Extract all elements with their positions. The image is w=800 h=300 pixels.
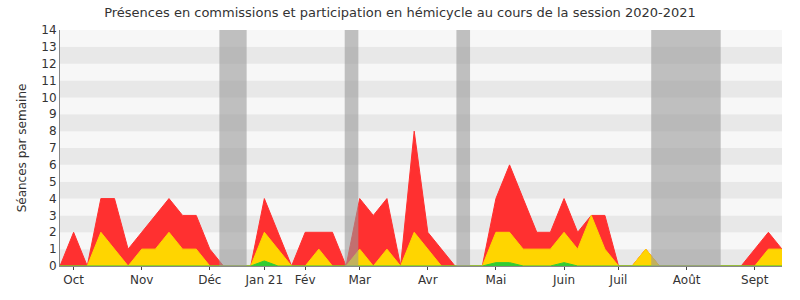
svg-text:Mar: Mar bbox=[348, 273, 371, 287]
svg-text:12: 12 bbox=[41, 57, 56, 71]
svg-text:13: 13 bbox=[41, 40, 56, 54]
svg-text:Présences en commissions et pa: Présences en commissions et participatio… bbox=[104, 5, 696, 20]
svg-text:Juil: Juil bbox=[609, 273, 628, 287]
svg-text:0: 0 bbox=[49, 259, 57, 273]
svg-text:Jan 21: Jan 21 bbox=[245, 273, 284, 287]
svg-text:4: 4 bbox=[49, 192, 57, 206]
svg-text:14: 14 bbox=[41, 23, 56, 37]
svg-text:7: 7 bbox=[49, 141, 57, 155]
svg-text:3: 3 bbox=[49, 209, 57, 223]
svg-text:Juin: Juin bbox=[552, 273, 575, 287]
svg-text:2: 2 bbox=[49, 225, 57, 239]
svg-text:Nov: Nov bbox=[130, 273, 153, 287]
svg-text:10: 10 bbox=[41, 91, 56, 105]
svg-text:Fév: Fév bbox=[295, 273, 316, 287]
svg-text:Déc: Déc bbox=[198, 273, 221, 287]
svg-text:6: 6 bbox=[49, 158, 57, 172]
svg-text:Mai: Mai bbox=[485, 273, 506, 287]
svg-text:Avr: Avr bbox=[418, 273, 438, 287]
svg-text:9: 9 bbox=[49, 107, 57, 121]
svg-text:5: 5 bbox=[49, 175, 57, 189]
svg-text:Séances par semaine: Séances par semaine bbox=[15, 84, 29, 213]
svg-text:Oct: Oct bbox=[63, 273, 84, 287]
svg-text:11: 11 bbox=[41, 74, 56, 88]
svg-text:Août: Août bbox=[673, 273, 701, 287]
svg-text:Sept: Sept bbox=[741, 273, 769, 287]
svg-text:8: 8 bbox=[49, 124, 57, 138]
svg-text:1: 1 bbox=[49, 242, 57, 256]
